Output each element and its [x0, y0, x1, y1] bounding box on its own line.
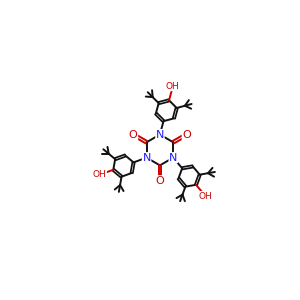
Text: OH: OH — [93, 170, 106, 179]
Text: N: N — [169, 153, 177, 163]
Text: OH: OH — [199, 191, 212, 200]
Text: N: N — [142, 153, 151, 163]
Text: O: O — [182, 130, 191, 140]
Text: O: O — [155, 176, 164, 186]
Text: N: N — [156, 130, 164, 140]
Text: OH: OH — [166, 82, 180, 91]
Text: O: O — [129, 130, 138, 140]
